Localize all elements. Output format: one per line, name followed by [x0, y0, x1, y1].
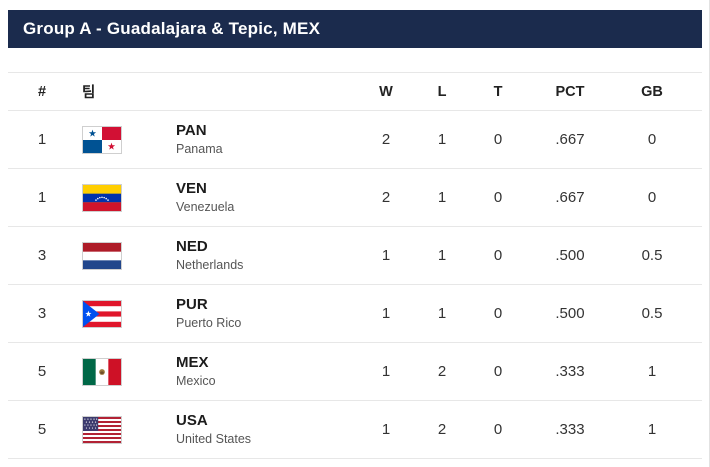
netherlands-flag-icon	[82, 241, 122, 270]
col-header-pct: PCT	[555, 83, 585, 100]
table-row-puerto-rico: 3 PUR Puerto Rico 1 1	[8, 285, 702, 343]
team-name: Venezuela	[176, 200, 235, 215]
team-code: USA	[176, 411, 208, 429]
rank-value: 5	[37, 421, 47, 438]
puerto-rico-flag-icon	[82, 299, 122, 328]
wins-value: 1	[381, 247, 391, 264]
wins-value: 2	[381, 189, 391, 206]
ties-value: 0	[493, 305, 503, 322]
gb-value: 1	[647, 421, 657, 438]
rank-value: 3	[37, 305, 47, 322]
pct-value: .333	[555, 363, 585, 380]
losses-value: 1	[437, 305, 447, 322]
pct-value: .500	[555, 305, 585, 322]
rank-value: 1	[37, 189, 47, 206]
rank-value: 3	[37, 247, 47, 264]
team-code: PAN	[176, 121, 207, 139]
pct-value: .667	[555, 189, 585, 206]
col-header-ties: T	[493, 83, 503, 100]
gb-value: 1	[647, 363, 657, 380]
losses-value: 1	[437, 247, 447, 264]
rank-value: 1	[37, 131, 47, 148]
losses-value: 2	[437, 363, 447, 380]
ties-value: 0	[493, 189, 503, 206]
team-name: Mexico	[176, 374, 216, 389]
table-header-row: # 팀 W L T PCT GB	[8, 73, 702, 111]
usa-flag-icon	[82, 415, 122, 444]
pct-value: .333	[555, 421, 585, 438]
col-header-losses: L	[437, 83, 447, 100]
wins-value: 1	[381, 363, 391, 380]
col-header-rank: #	[37, 83, 47, 100]
gb-value: 0.5	[641, 247, 663, 264]
team-name: Puerto Rico	[176, 316, 242, 331]
col-header-team: 팀	[82, 85, 96, 101]
rank-value: 5	[37, 363, 47, 380]
losses-value: 1	[437, 131, 447, 148]
col-header-wins: W	[379, 83, 393, 100]
ties-value: 0	[493, 421, 503, 438]
losses-value: 1	[437, 189, 447, 206]
table-row-venezuela: 1	[8, 169, 702, 227]
team-name: Netherlands	[176, 258, 244, 273]
team-code: PUR	[176, 295, 208, 313]
standings-table: # 팀 W L T PCT GB 1	[8, 72, 702, 459]
gb-value: 0.5	[641, 305, 663, 322]
mexico-flag-icon	[82, 357, 122, 386]
gb-value: 0	[647, 131, 657, 148]
wins-value: 2	[381, 131, 391, 148]
ties-value: 0	[493, 131, 503, 148]
ties-value: 0	[493, 363, 503, 380]
losses-value: 2	[437, 421, 447, 438]
table-row-panama: 1 PAN Panama 2 1 0 .667	[8, 111, 702, 169]
col-header-gb: GB	[641, 83, 663, 100]
team-name: United States	[176, 432, 252, 447]
ties-value: 0	[493, 247, 503, 264]
pct-value: .667	[555, 131, 585, 148]
table-row-mexico: 5 MEX Mexico 1 2 0 .333	[8, 343, 702, 401]
gb-value: 0	[647, 189, 657, 206]
team-name: Panama	[176, 142, 223, 157]
group-header: Group A - Guadalajara & Tepic, MEX	[8, 10, 702, 48]
team-code: NED	[176, 237, 208, 255]
team-code: MEX	[176, 353, 209, 371]
wins-value: 1	[381, 305, 391, 322]
group-title: Group A - Guadalajara & Tepic, MEX	[23, 19, 321, 38]
panama-flag-icon	[82, 125, 122, 154]
venezuela-flag-icon	[82, 183, 122, 212]
wins-value: 1	[381, 421, 391, 438]
pct-value: .500	[555, 247, 585, 264]
team-code: VEN	[176, 179, 207, 197]
table-row-netherlands: 3 NED Netherlands 1 1 0 .500 0.5	[8, 227, 702, 285]
table-row-usa: 5	[8, 401, 702, 459]
